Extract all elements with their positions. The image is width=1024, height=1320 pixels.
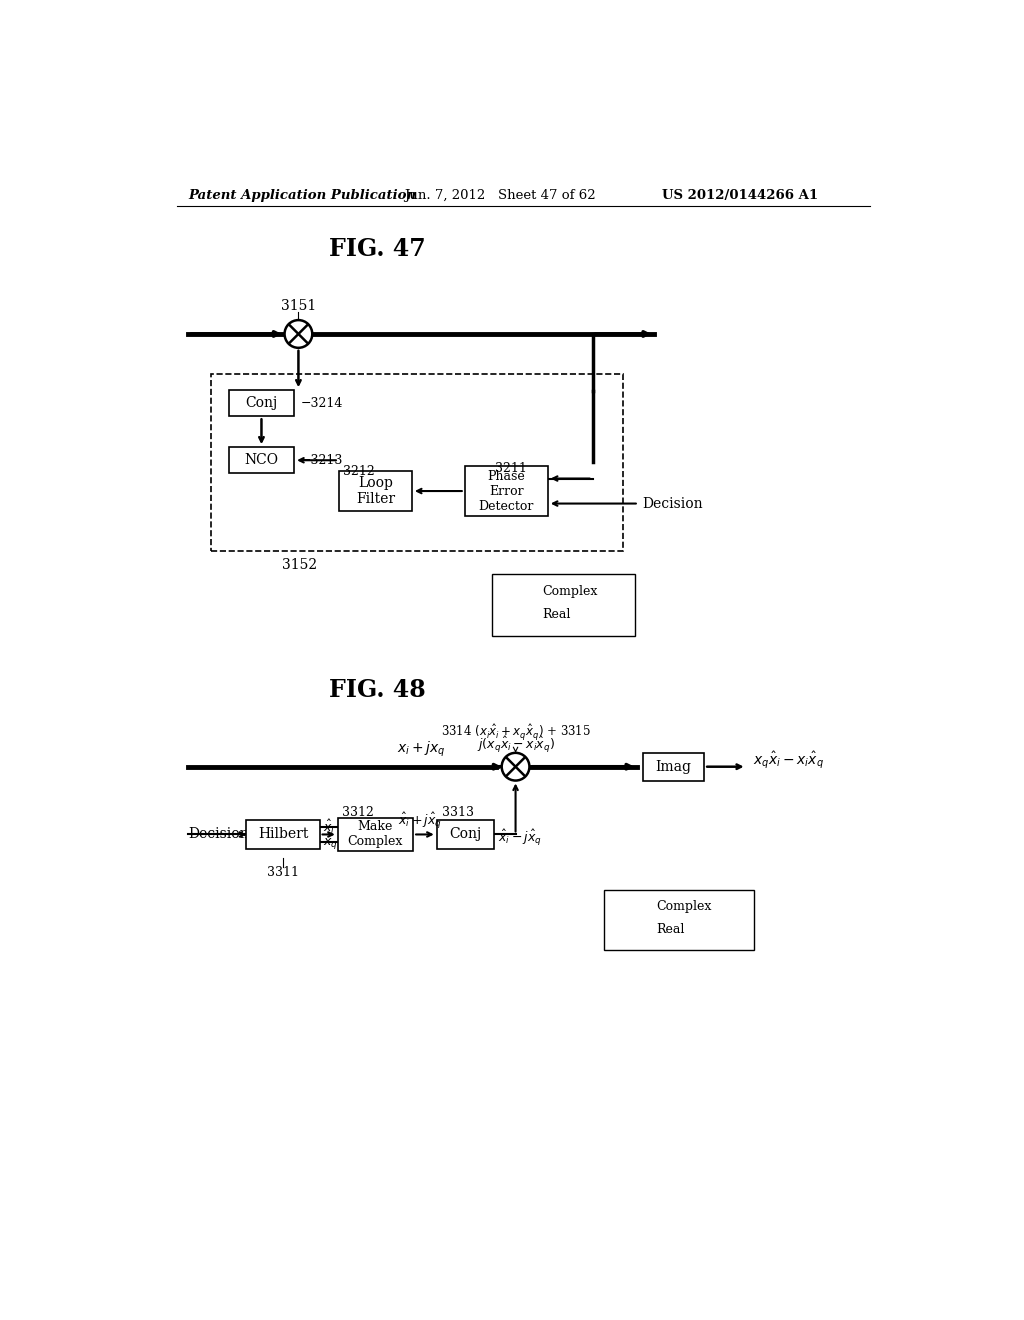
Text: Phase
Error
Detector: Phase Error Detector (478, 470, 534, 512)
Bar (436, 820, 495, 849)
Text: 3151: 3151 (281, 300, 316, 313)
Text: Hilbert: Hilbert (258, 828, 308, 841)
Text: Loop
Filter: Loop Filter (356, 477, 395, 506)
Text: Jun. 7, 2012   Sheet 47 of 62: Jun. 7, 2012 Sheet 47 of 62 (403, 189, 596, 202)
Bar (247, 820, 319, 849)
Text: 3152: 3152 (283, 558, 317, 572)
Text: 3211: 3211 (495, 462, 526, 475)
Text: 3314 $(x_i\hat{x}_i+x_q\hat{x}_q)$ + 3315: 3314 $(x_i\hat{x}_i+x_q\hat{x}_q)$ + 331… (440, 722, 591, 742)
Bar (339, 471, 412, 511)
Text: FIG. 48: FIG. 48 (329, 677, 425, 702)
Text: Real: Real (543, 607, 571, 620)
Text: Real: Real (656, 924, 685, 936)
Text: NCO: NCO (245, 453, 279, 467)
Bar (338, 818, 413, 850)
Text: Decision: Decision (643, 496, 703, 511)
Bar (211, 374, 624, 552)
Circle shape (502, 752, 529, 780)
Text: Imag: Imag (655, 760, 691, 774)
Text: Complex: Complex (543, 585, 598, 598)
Text: $\hat{x}_i-j\hat{x}_q$: $\hat{x}_i-j\hat{x}_q$ (499, 828, 543, 849)
Text: Conj: Conj (246, 396, 278, 411)
Circle shape (285, 321, 312, 348)
Text: FIG. 47: FIG. 47 (329, 238, 425, 261)
Text: 3313: 3313 (441, 807, 474, 820)
Text: $\hat{x}_i$: $\hat{x}_i$ (324, 818, 336, 837)
Bar (228, 391, 294, 416)
Text: 3312: 3312 (342, 807, 374, 820)
Bar (643, 752, 705, 780)
Text: Complex: Complex (656, 900, 712, 913)
Bar (465, 466, 548, 516)
Bar (228, 447, 294, 474)
Text: $x_q\hat{x}_i-x_i\hat{x}_q$: $x_q\hat{x}_i-x_i\hat{x}_q$ (753, 750, 824, 771)
Bar (604, 890, 755, 950)
Text: Conj: Conj (450, 828, 481, 841)
Text: −3214: −3214 (300, 397, 343, 409)
Text: Make
Complex: Make Complex (348, 821, 403, 849)
Text: US 2012/0144266 A1: US 2012/0144266 A1 (662, 189, 818, 202)
Text: Patent Application Publication: Patent Application Publication (188, 189, 417, 202)
Text: 3212: 3212 (343, 465, 375, 478)
Bar (493, 574, 635, 636)
Text: $\hat{x}_i+j\hat{x}_q$: $\hat{x}_i+j\hat{x}_q$ (398, 810, 442, 830)
Text: $j(x_q\hat{x}_i - x_i\hat{x}_q)$: $j(x_q\hat{x}_i - x_i\hat{x}_q)$ (476, 735, 555, 755)
Text: −3213: −3213 (300, 454, 343, 467)
Text: Decision: Decision (188, 828, 249, 841)
Text: $x_i+jx_q$: $x_i+jx_q$ (397, 741, 445, 759)
Text: $\hat{x}_q$: $\hat{x}_q$ (324, 832, 339, 851)
Text: 3311: 3311 (267, 866, 299, 879)
